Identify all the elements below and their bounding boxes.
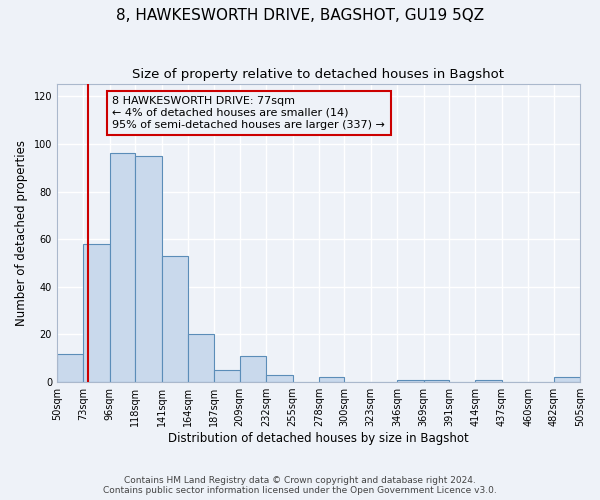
Text: 8, HAWKESWORTH DRIVE, BAGSHOT, GU19 5QZ: 8, HAWKESWORTH DRIVE, BAGSHOT, GU19 5QZ — [116, 8, 484, 22]
Bar — [110, 154, 135, 382]
Bar — [319, 378, 344, 382]
Y-axis label: Number of detached properties: Number of detached properties — [15, 140, 28, 326]
Bar — [135, 156, 161, 382]
X-axis label: Distribution of detached houses by size in Bagshot: Distribution of detached houses by size … — [168, 432, 469, 445]
Bar — [424, 380, 449, 382]
Bar — [57, 354, 83, 382]
Bar — [397, 380, 424, 382]
Bar — [554, 378, 580, 382]
Bar — [188, 334, 214, 382]
Bar — [214, 370, 240, 382]
Bar — [161, 256, 188, 382]
Bar — [83, 244, 110, 382]
Text: 8 HAWKESWORTH DRIVE: 77sqm
← 4% of detached houses are smaller (14)
95% of semi-: 8 HAWKESWORTH DRIVE: 77sqm ← 4% of detac… — [112, 96, 385, 130]
Bar — [475, 380, 502, 382]
Text: Contains HM Land Registry data © Crown copyright and database right 2024.
Contai: Contains HM Land Registry data © Crown c… — [103, 476, 497, 495]
Bar — [240, 356, 266, 382]
Bar — [266, 375, 293, 382]
Title: Size of property relative to detached houses in Bagshot: Size of property relative to detached ho… — [133, 68, 505, 80]
